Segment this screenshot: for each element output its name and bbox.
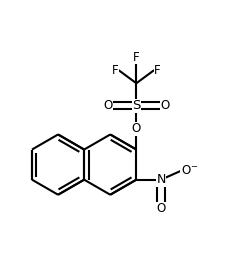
Text: F: F xyxy=(153,64,160,77)
Text: S: S xyxy=(132,99,140,112)
Text: O: O xyxy=(103,99,112,112)
Text: F: F xyxy=(111,64,118,77)
Text: O: O xyxy=(160,99,169,112)
Text: O$^{-}$: O$^{-}$ xyxy=(180,164,197,178)
Text: O: O xyxy=(156,202,165,215)
Text: N: N xyxy=(156,173,165,186)
Text: O: O xyxy=(131,123,140,135)
Text: F: F xyxy=(133,51,139,63)
